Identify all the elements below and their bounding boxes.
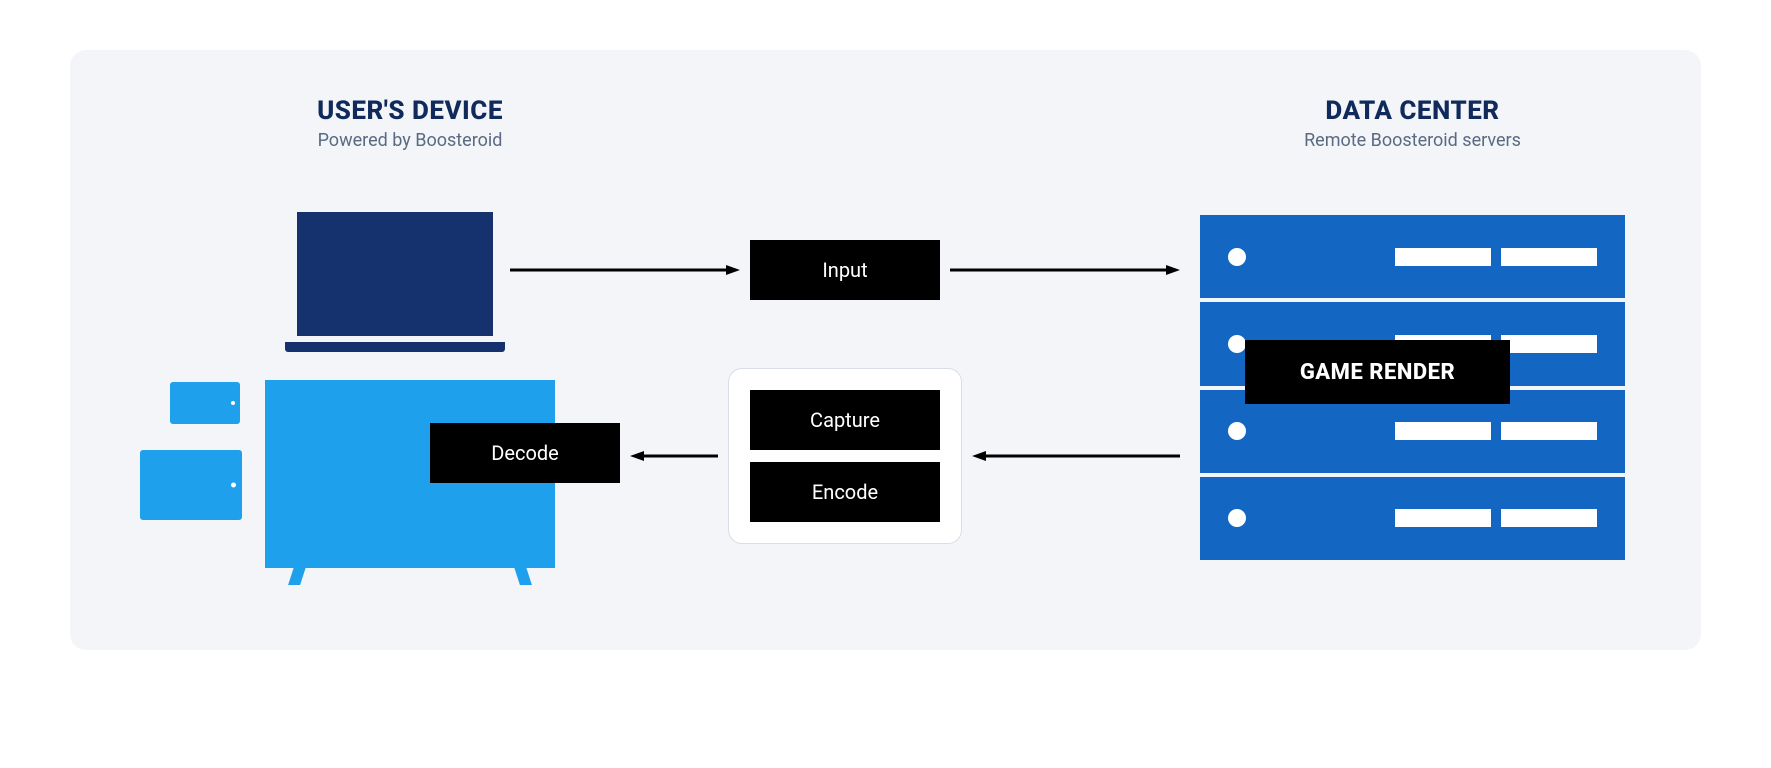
left-title: USER'S DEVICE	[280, 96, 540, 126]
server-to-capture-arrow	[972, 451, 1180, 461]
encode-box: Encode	[750, 462, 940, 522]
decode-box: Decode	[430, 423, 620, 483]
server-slot-icon	[1501, 509, 1597, 527]
server-slot-icon	[1395, 422, 1491, 440]
right-title: DATA CENTER	[1200, 96, 1625, 126]
server-slot-icon	[1501, 422, 1597, 440]
server-led-icon	[1228, 248, 1246, 266]
game-render-box: GAME RENDER	[1245, 340, 1510, 404]
diagram-canvas: USER'S DEVICE Powered by Boosteroid DATA…	[70, 50, 1701, 650]
tablet-icon	[140, 450, 242, 520]
left-subtitle: Powered by Boosteroid	[280, 130, 540, 151]
phone-icon	[170, 382, 240, 424]
server-unit	[1200, 215, 1625, 298]
device-to-input-arrow	[510, 265, 740, 275]
input-box: Input	[750, 240, 940, 300]
capture-to-decode-arrow	[630, 451, 718, 461]
server-slot-icon	[1501, 335, 1597, 353]
laptop-icon	[285, 212, 505, 352]
server-slot-icon	[1395, 509, 1491, 527]
left-header: USER'S DEVICE Powered by Boosteroid	[280, 96, 540, 151]
server-led-icon	[1228, 509, 1246, 527]
right-header: DATA CENTER Remote Boosteroid servers	[1200, 96, 1625, 151]
server-slot-icon	[1395, 248, 1491, 266]
capture-box: Capture	[750, 390, 940, 450]
server-unit	[1200, 477, 1625, 560]
server-slot-icon	[1501, 248, 1597, 266]
right-subtitle: Remote Boosteroid servers	[1200, 130, 1625, 151]
input-to-server-arrow	[950, 265, 1180, 275]
server-led-icon	[1228, 335, 1246, 353]
server-led-icon	[1228, 422, 1246, 440]
